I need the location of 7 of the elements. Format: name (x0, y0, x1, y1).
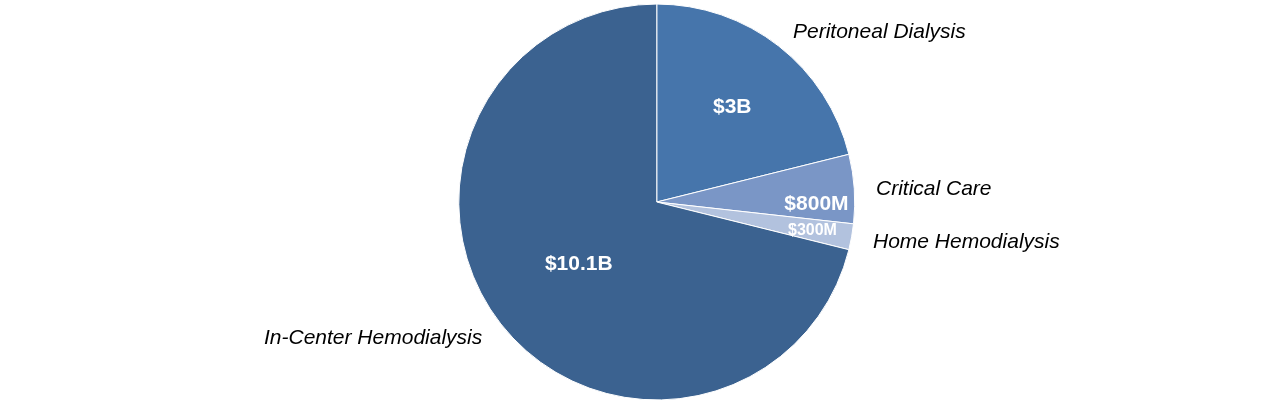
slice-label: Home Hemodialysis (873, 229, 1061, 252)
data-label: $10.1B (544, 251, 613, 275)
data-label: $3B (712, 94, 752, 118)
slice-label: Peritoneal Dialysis (793, 19, 967, 42)
slice-label: In-Center Hemodialysis (264, 325, 483, 348)
data-label: $800M (784, 190, 849, 214)
slice-label: Critical Care (876, 176, 992, 199)
